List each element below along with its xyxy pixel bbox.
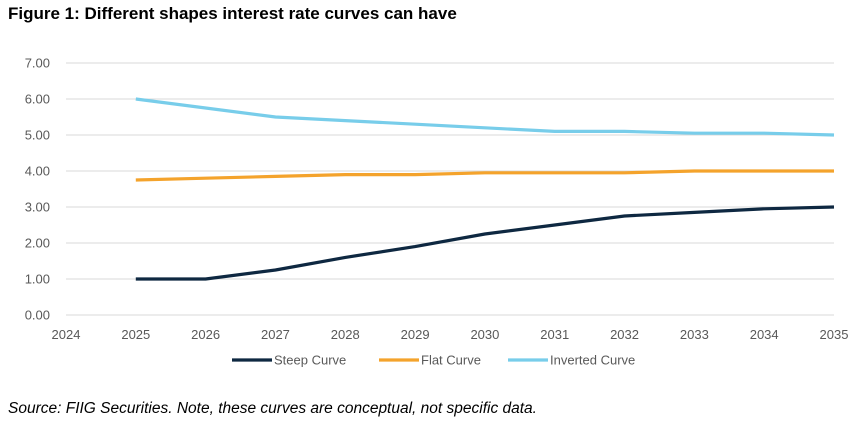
legend-label: Inverted Curve bbox=[550, 353, 635, 368]
y-tick-label: 1.00 bbox=[25, 272, 50, 287]
y-tick-label: 6.00 bbox=[25, 92, 50, 107]
series-lines bbox=[135, 97, 835, 281]
x-tick-label: 2025 bbox=[121, 327, 150, 342]
x-tick-label: 2026 bbox=[191, 327, 220, 342]
legend: Steep Curve Flat Curve Inverted Curve bbox=[232, 353, 635, 368]
y-tick-label: 7.00 bbox=[25, 56, 50, 71]
y-tick-label: 4.00 bbox=[25, 164, 50, 179]
y-axis-ticks: 0.00 1.00 2.00 3.00 4.00 5.00 6.00 7.00 bbox=[25, 56, 50, 323]
x-tick-label: 2030 bbox=[470, 327, 499, 342]
x-tick-label: 2032 bbox=[610, 327, 639, 342]
series-line-inverted-curve bbox=[135, 97, 835, 137]
y-tick-label: 3.00 bbox=[25, 200, 50, 215]
x-tick-label: 2034 bbox=[750, 327, 779, 342]
gridlines bbox=[66, 62, 834, 316]
x-tick-label: 2027 bbox=[261, 327, 290, 342]
y-tick-label: 2.00 bbox=[25, 236, 50, 251]
x-tick-label: 2035 bbox=[820, 327, 849, 342]
legend-label: Flat Curve bbox=[421, 353, 481, 368]
y-tick-label: 0.00 bbox=[25, 308, 50, 323]
line-chart: 0.001.002.003.004.005.006.007.00 2024 202… bbox=[25, 56, 849, 368]
series-line-steep-curve bbox=[135, 205, 835, 281]
x-tick-label: 2029 bbox=[401, 327, 430, 342]
x-axis-ticks: 2024 2025 2026 2027 2028 2029 2030 2031 2032 2033… bbox=[52, 327, 849, 342]
x-tick-label: 2024 bbox=[52, 327, 81, 342]
legend-label: Steep Curve bbox=[274, 353, 346, 368]
x-tick-label: 2033 bbox=[680, 327, 709, 342]
source-note: Source: FIIG Securities. Note, these cur… bbox=[8, 400, 537, 417]
series-line-flat-curve bbox=[135, 169, 834, 182]
x-tick-label: 2031 bbox=[540, 327, 569, 342]
y-tick-label: 5.00 bbox=[25, 128, 50, 143]
x-tick-label: 2028 bbox=[331, 327, 360, 342]
figure-title: Figure 1: Different shapes interest rate… bbox=[8, 4, 457, 23]
